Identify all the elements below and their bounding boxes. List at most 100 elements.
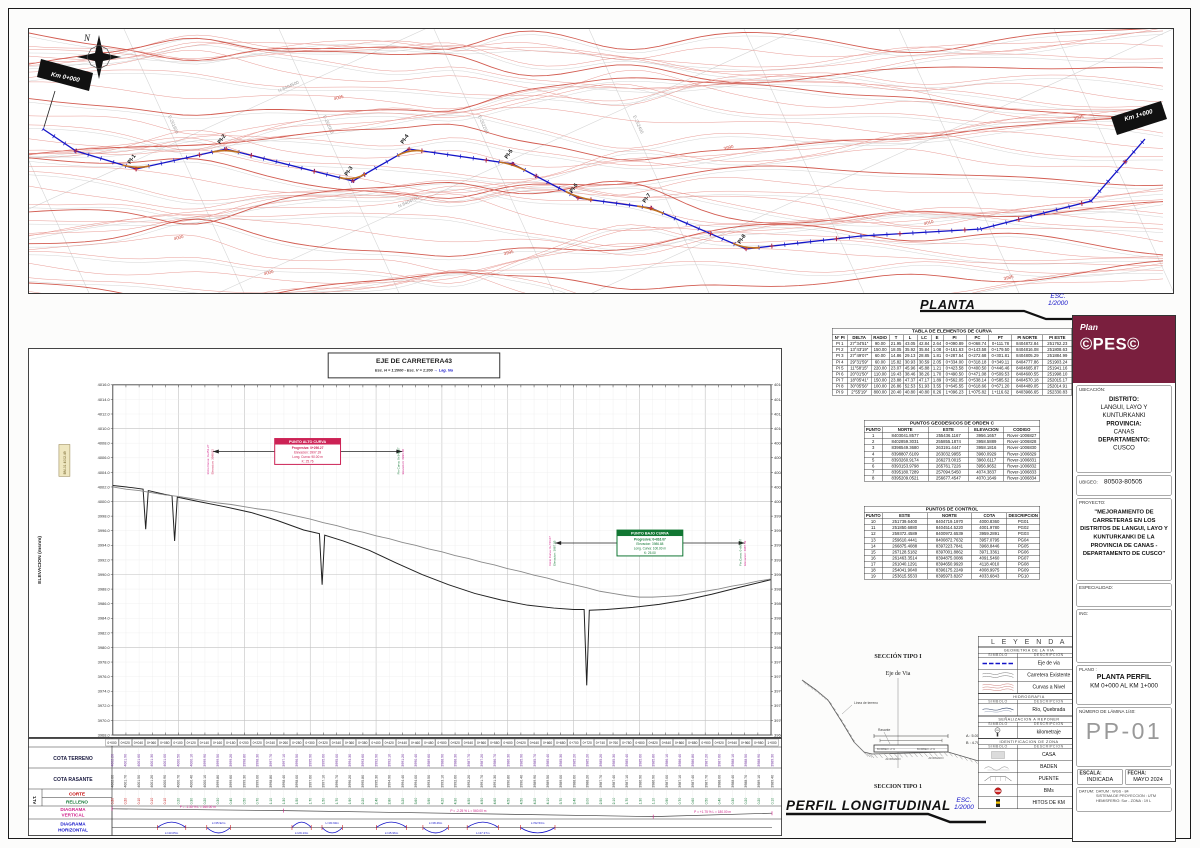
table-cell: 0+161.63 [942,346,967,354]
svg-text:1.70: 1.70 [308,798,312,805]
svg-text:0+600: 0+600 [503,741,512,745]
svg-text:3990: 3990 [723,144,734,152]
svg-text:3991.70: 3991.70 [480,775,484,788]
table-cell: 38.26 [916,370,932,378]
svg-text:3.40: 3.40 [572,798,576,805]
svg-text:4006.0: 4006.0 [774,455,781,460]
profile-grid [112,384,772,736]
svg-text:0+840: 0+840 [662,741,671,745]
svg-text:0+140: 0+140 [200,741,209,745]
svg-text:4.50: 4.50 [520,798,524,805]
svg-text:3987.40: 3987.40 [612,775,616,788]
svg-text:0.60: 0.60 [691,798,695,805]
svg-text:0+500: 0+500 [437,741,446,745]
svg-text:3988.90: 3988.90 [440,754,444,767]
table-cell: 27°34′51″ [846,340,872,348]
svg-text:4008.0: 4008.0 [774,441,781,446]
column-header: PUNTO [864,426,883,434]
svg-text:3987.40: 3987.40 [691,775,695,788]
svg-text:3992.20: 3992.20 [467,775,471,788]
control-table: PUNTOS DE CONTROL PUNTO ESTE NORTE COTA DESCR… [864,505,1040,580]
descripcion-header: DESCRIPCION [1033,722,1064,727]
table-cell: 800.00 [870,388,890,396]
table-cell: 18.05 [888,346,904,354]
svg-text:3987.10: 3987.10 [678,775,682,788]
svg-text:0+580: 0+580 [490,741,499,745]
svg-text:0+720: 0+720 [583,741,592,745]
svg-text:Elevacion: 3996.38: Elevacion: 3996.38 [401,449,405,475]
svg-text:3978.0: 3978.0 [98,659,111,664]
svg-text:3989.90: 3989.90 [533,775,537,788]
logo-copesco-text: ©PES© [1080,334,1140,354]
svg-text:4.50: 4.50 [506,798,510,805]
table-cell: Rover-1006828 [1003,438,1040,446]
table-cell: 42.84 [916,340,932,348]
provincia-value: CANAS [1113,427,1135,435]
escala-cell: ESCALA: INDICADA [1077,769,1123,785]
legend-item-label: Curvas a Nivel [1032,684,1066,691]
table-row: 15 267128.5182 8397001.8862 3971.3361 PG06 [864,548,1040,556]
svg-text:3996.70: 3996.70 [335,775,339,788]
svg-text:4001.30: 4001.30 [150,754,154,767]
svg-text:AFIRMADO: AFIRMADO [928,756,944,760]
profile-title-box: EJE DE CARRETERA43 Esc. H = 1:2000 - Esc.… [327,352,501,379]
table-cell: 0+509.53 [988,370,1013,378]
svg-text:3986.80: 3986.80 [691,754,695,767]
legend-item-label: Río, Quebrada [1032,707,1066,713]
svg-text:4.50: 4.50 [467,798,471,805]
svg-text:3974.0: 3974.0 [774,689,781,694]
svg-text:3988.00: 3988.00 [718,775,722,788]
table-row: PI 5 11°58′15″ 220.00 23.07 45.96 45.88 1.21 0+… [832,364,1072,372]
table-row: PI 6 20°01′50″ 110.00 19.43 38.46 38.26 1.70 0+… [832,370,1072,378]
svg-text:DIAGRAMA: DIAGRAMA [60,822,86,827]
svg-text:Long. Curva: 100.00 m: Long. Curva: 100.00 m [634,547,667,551]
svg-text:3994.0: 3994.0 [98,543,111,548]
svg-text:3972.0: 3972.0 [774,703,781,708]
svg-text:4.20: 4.20 [533,798,537,805]
rio-quebrada-icon [982,707,1014,713]
table-title: PUNTOS DE CONTROL [864,505,1040,514]
svg-text:3970.0: 3970.0 [98,718,111,723]
geodesic-points-table: PUNTOS GEODESICOS DE ORDEN C PUNTO NORTE ES… [864,419,1042,506]
pi-labels: PI-1 PI-2 PI-3 PI-4 PI-5 PI-6 PI-7 PI-8 [127,133,748,251]
svg-text:3999.50: 3999.50 [216,754,220,767]
control-table-content: PUNTOS DE CONTROL PUNTO ESTE NORTE COTA DESCR… [864,505,1040,580]
table-cell: 0+562.05 [942,376,967,384]
simbolo-header: SIMBOLO [979,722,1018,726]
svg-text:0+980: 0+980 [754,741,763,745]
svg-text:3995.30: 3995.30 [374,775,378,788]
profile-panel: 3968.0 3968.0 3970.0 3970.0 3972.0 3972.0 3974… [28,348,782,738]
svg-text:3982.0: 3982.0 [98,630,111,635]
profile-chart: 3968.0 3968.0 3970.0 3970.0 3972.0 3972.0 3974… [37,352,781,737]
legend-item-label: kilometraje [1036,729,1061,736]
typical-section: SECCIÓN TIPO I Eje de Via A : 5.00 B : 4.70… [798,648,988,803]
svg-text:RELLENO: RELLENO [66,800,88,805]
table-cell: 28.85 [916,352,932,360]
table-cell: Rover-1006833 [1003,468,1040,476]
svg-text:3997.60: 3997.60 [308,775,312,788]
svg-text:BOMBEO -2 %: BOMBEO -2 % [917,747,936,751]
svg-text:PI-3: PI-3 [344,166,355,178]
svg-text:0.50: 0.50 [242,798,246,805]
svg-text:3987.10: 3987.10 [625,775,629,788]
table-row: 1 8403041.8577 255436.1167 3956.1657 Rover-1… [864,432,1040,440]
svg-text:Elevacion: 3987.95: Elevacion: 3987.95 [553,540,557,566]
proyecto-value: "MEJORAMIENTO DE CARRETERAS EN LOS DISTR… [1080,509,1168,557]
svg-text:4001.60: 4001.60 [137,754,141,767]
especialidad-box: ESPECIALIDAD: [1076,583,1172,607]
legend-column-headers: SIMBOLO DESCRIPCION [978,722,1080,727]
svg-text:AFIRMADO: AFIRMADO [885,757,901,761]
table-cell: 13°43′19″ [846,346,872,354]
legend-item: KM kilometraje [978,726,1080,739]
table-row: 8 8395209.0521 256677.4547 4070.1649 Rover-1… [864,474,1040,482]
puente-icon [984,776,1012,781]
legend-column-headers: SIMBOLO DESCRIPCION [978,653,1080,658]
svg-text:3986.10: 3986.10 [665,754,669,767]
casa-icon [991,751,1005,759]
datum-label: DATUM: [1079,788,1095,794]
svg-text:3988.0: 3988.0 [774,586,781,591]
svg-text:0+460: 0+460 [411,741,420,745]
road-alignment [41,126,1146,252]
departamento-label: DEPARTAMENTO: [1098,435,1150,443]
table-row: PI 2 13°43′19″ 150.00 18.05 35.92 35.84 1.08 0+… [832,346,1072,354]
